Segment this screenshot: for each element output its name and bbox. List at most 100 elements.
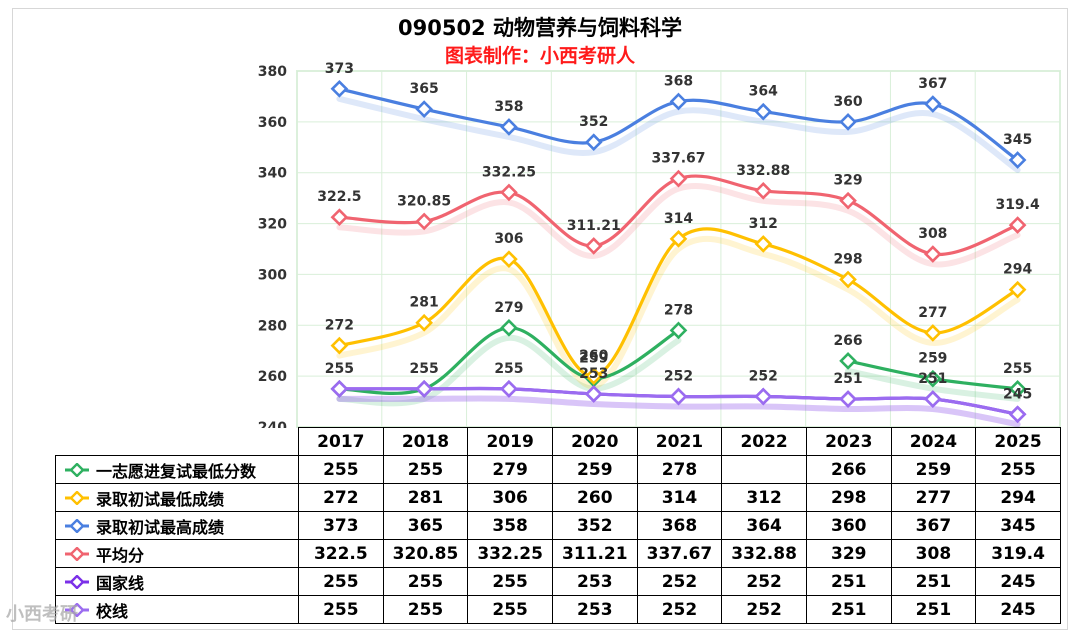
data-point — [1008, 216, 1027, 234]
legend-entry: 录取初试最低成绩 — [55, 483, 299, 512]
data-label: 373 — [325, 61, 354, 77]
data-label: 352 — [579, 114, 608, 130]
table-cell: 253 — [551, 595, 638, 624]
data-label: 255 — [325, 361, 354, 377]
table-cell: 322.5 — [298, 539, 384, 568]
data-point — [1008, 405, 1027, 424]
data-point — [669, 169, 688, 188]
data-point — [669, 92, 688, 111]
line-chart: 240 260 280 300 320 340 360 380 255 255 279 259 278 2… — [258, 61, 1061, 430]
chart-frame — [12, 8, 1068, 630]
data-point — [754, 102, 773, 121]
legend-marker-icon — [65, 462, 89, 477]
table-header-row: 2017 2018 2019 2020 2021 2022 2023 2024 2025 — [55, 427, 1061, 456]
legend-label: 国家线 — [96, 573, 145, 593]
data-point — [839, 113, 857, 131]
data-point — [1008, 151, 1027, 169]
table-cell: 308 — [890, 539, 977, 568]
legend-marker-icon — [65, 602, 89, 617]
data-label: 252 — [749, 368, 778, 384]
data-point — [923, 95, 942, 113]
table-cell: 358 — [467, 511, 553, 540]
data-label: 277 — [918, 305, 947, 321]
series-shadow-0 — [845, 367, 1021, 402]
data-label: 266 — [833, 333, 862, 349]
data-label: 365 — [410, 81, 439, 97]
table-cell: 279 — [467, 455, 553, 484]
data-label: 332.25 — [482, 164, 536, 180]
y-tick-label: 320 — [258, 217, 287, 233]
y-tick-label: 240 — [258, 420, 287, 430]
legend-entry: 平均分 — [55, 539, 299, 568]
y-tick-label: 340 — [258, 166, 287, 182]
table-cell: 260 — [551, 483, 638, 512]
chart-title: 090502 动物营养与饲料科学 — [398, 16, 682, 40]
table-cell: 367 — [890, 511, 977, 540]
data-point — [584, 237, 603, 255]
table-cell: 314 — [636, 483, 723, 512]
data-point — [839, 191, 857, 210]
table-cell: 255 — [975, 455, 1061, 484]
legend-entry: 国家线 — [55, 567, 299, 596]
data-point — [669, 387, 688, 406]
data-label: 364 — [749, 84, 778, 100]
table-cell: 320.85 — [382, 539, 469, 568]
table-year-header: 2020 — [551, 427, 638, 456]
legend-label: 平均分 — [96, 545, 145, 565]
data-label: 360 — [833, 94, 862, 110]
data-label: 368 — [664, 74, 693, 90]
table-cell: 251 — [805, 567, 892, 596]
table-year-header: 2018 — [382, 427, 469, 456]
y-tick-label: 260 — [258, 369, 287, 385]
data-point — [839, 270, 857, 289]
table-row: 一志愿进复试最低分数 255 255 279 259 278 266 259 255 — [55, 455, 1061, 484]
data-label: 358 — [494, 99, 523, 115]
data-label: 259 — [579, 351, 608, 367]
data-point — [415, 380, 434, 398]
table-cell: 255 — [298, 455, 384, 484]
series-shadow-0 — [336, 334, 682, 407]
data-label: 251 — [833, 371, 862, 387]
data-label: 252 — [664, 368, 693, 384]
y-tick-label: 360 — [258, 115, 287, 131]
data-table: 2017 2018 2019 2020 2021 2022 2023 2024 2025 一志愿… — [55, 427, 1061, 624]
table-cell: 345 — [975, 511, 1061, 540]
data-point — [839, 390, 857, 408]
table-cell: 368 — [636, 511, 723, 540]
data-point — [330, 380, 349, 398]
data-label: 281 — [410, 295, 439, 311]
legend-marker-icon — [65, 518, 89, 533]
data-point — [330, 79, 349, 98]
y-tick-label: 300 — [258, 267, 287, 283]
table-cell: 360 — [805, 511, 892, 540]
table-corner — [55, 427, 299, 456]
data-point — [839, 352, 857, 370]
table-cell: 252 — [721, 567, 807, 596]
data-label: 322.5 — [317, 189, 361, 205]
table-cell: 255 — [467, 595, 553, 624]
table-cell — [721, 455, 807, 484]
table-cell: 255 — [382, 455, 469, 484]
data-point — [754, 387, 773, 406]
table-cell: 337.67 — [636, 539, 723, 568]
table-cell: 332.88 — [721, 539, 807, 568]
legend-entry: 一志愿进复试最低分数 — [55, 455, 299, 484]
table-cell: 255 — [382, 595, 469, 624]
table-year-header: 2017 — [298, 427, 384, 456]
legend-entry: 录取初试最高成绩 — [55, 511, 299, 540]
table-year-header: 2024 — [890, 427, 977, 456]
data-point — [415, 313, 434, 332]
table-cell: 253 — [551, 567, 638, 596]
table-cell: 294 — [975, 483, 1061, 512]
legend-label: 校线 — [96, 601, 129, 621]
data-point — [584, 133, 603, 152]
data-label: 272 — [325, 318, 354, 334]
data-label: 278 — [664, 302, 693, 318]
table-cell: 255 — [298, 595, 384, 624]
data-point — [669, 321, 688, 340]
series-shadow-2 — [336, 95, 1021, 173]
table-row: 录取初试最高成绩 373 365 358 352 368 364 360 367 345 — [55, 511, 1061, 540]
data-label: 260 — [579, 348, 608, 364]
series-shadow-5 — [336, 395, 1021, 428]
data-point — [500, 118, 518, 136]
